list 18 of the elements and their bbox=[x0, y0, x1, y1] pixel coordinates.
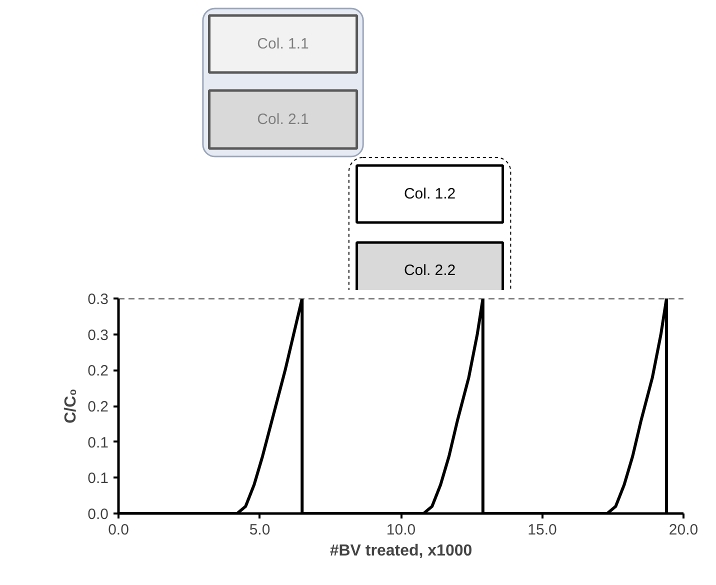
x-tick-label: 0.0 bbox=[108, 522, 129, 538]
y-tick-label: 0.0 bbox=[88, 506, 109, 523]
text: Col. 2.2 bbox=[404, 262, 456, 279]
y-tick-label: 0.2 bbox=[88, 398, 109, 416]
x-axis-title: #BV treated, x1000 bbox=[330, 542, 472, 560]
y-tick-label: 0.3 bbox=[88, 291, 109, 308]
y-tick-label: 0.3 bbox=[88, 326, 109, 344]
text: Col. 2.1 bbox=[257, 111, 309, 128]
y-tick-label: 0.1 bbox=[88, 434, 109, 452]
y-tick-label: 0.2 bbox=[88, 362, 109, 380]
x-tick-label: 10.0 bbox=[386, 522, 416, 538]
y-axis-title: C/C₀ bbox=[62, 388, 80, 424]
x-tick-label: 20.0 bbox=[668, 522, 698, 538]
x-tick-label: 15.0 bbox=[528, 522, 557, 538]
y-tick-label: 0.1 bbox=[88, 470, 109, 488]
text: Col. 1.1 bbox=[257, 36, 309, 52]
text: Col. 1.2 bbox=[404, 186, 456, 202]
x-tick-label: 5.0 bbox=[249, 522, 270, 538]
